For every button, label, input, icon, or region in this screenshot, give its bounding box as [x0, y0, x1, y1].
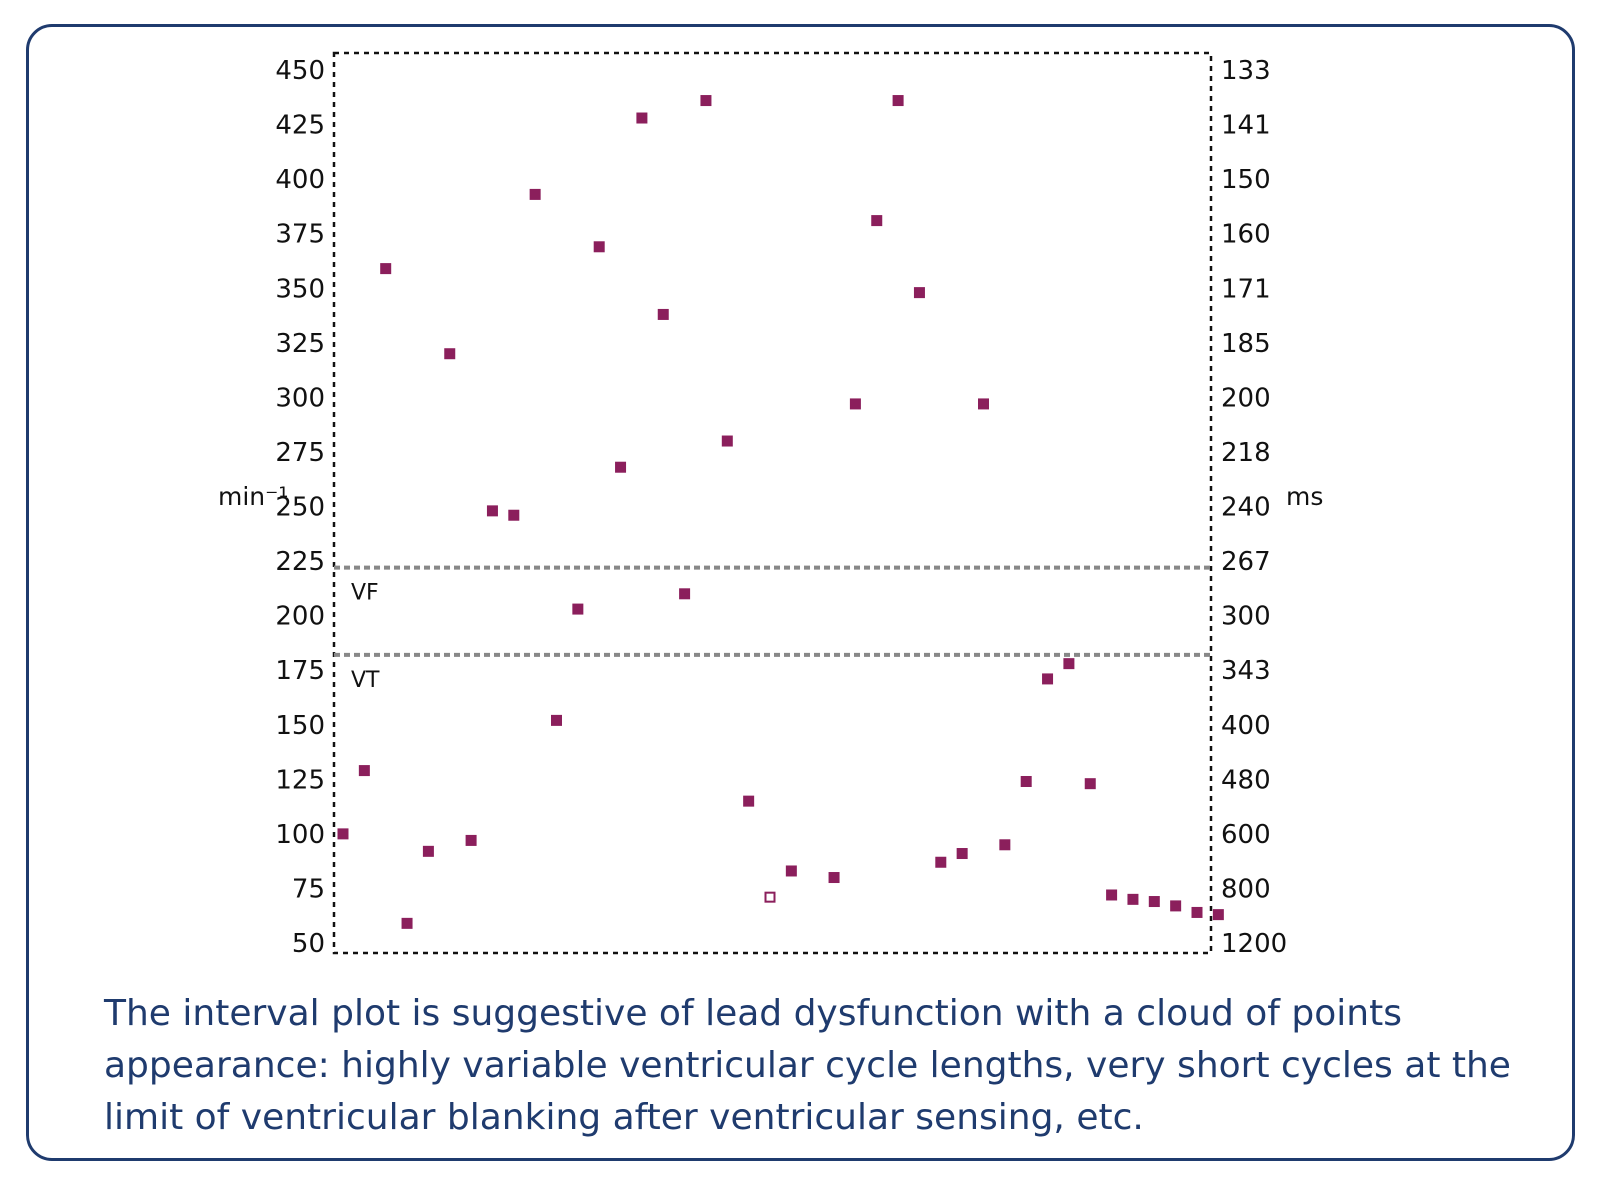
y-tick-label-left: 425 [275, 111, 325, 141]
data-point [529, 188, 541, 200]
y-tick-label-left: 75 [292, 874, 325, 904]
y-tick-label-right: 240 [1221, 493, 1271, 523]
data-point [1020, 775, 1032, 787]
y-axis-label-left: min⁻¹ [218, 482, 288, 511]
data-point [1212, 909, 1224, 921]
data-point [551, 714, 562, 726]
data-point [486, 505, 498, 517]
y-tick-label-right: 400 [1221, 711, 1271, 741]
data-point [508, 509, 520, 521]
y-tick-label-left: 350 [275, 274, 325, 304]
data-point [1127, 893, 1139, 905]
plot-area-border [332, 51, 1213, 955]
y-tick-label-left: 175 [275, 656, 325, 686]
data-point [743, 795, 755, 807]
y-tick-label-left: 275 [275, 438, 325, 468]
y-tick-label-left: 250 [275, 493, 325, 523]
zone-label-vt: VT [351, 668, 380, 693]
y-tick-label-left: 225 [275, 547, 325, 577]
y-tick-label-right: 160 [1221, 220, 1271, 250]
data-point [999, 839, 1011, 851]
data-point [380, 263, 392, 275]
y-tick-label-left: 300 [275, 383, 325, 413]
data-point [1148, 896, 1160, 908]
zone-label-vf: VF [351, 581, 379, 606]
y-axis-label-right: ms [1286, 482, 1323, 511]
data-point [1191, 906, 1203, 918]
y-tick-label-right: 185 [1221, 329, 1271, 359]
data-point [358, 765, 370, 777]
y-tick-label-left: 100 [275, 820, 325, 850]
data-point [401, 917, 413, 929]
figure-caption: The interval plot is suggestive of lead … [104, 993, 1511, 1138]
y-tick-label-right: 267 [1221, 547, 1271, 577]
data-point [1063, 658, 1075, 670]
y-tick-label-left: 450 [275, 56, 325, 86]
data-point [422, 845, 434, 857]
interval-plot-chart: 450 425 400 375 350 325 300 275 250 225 200 175 150 1… [218, 51, 1323, 959]
data-point [700, 95, 712, 107]
y-tick-label-right: 480 [1221, 765, 1271, 795]
y-tick-label-left: 325 [275, 329, 325, 359]
data-point [593, 241, 605, 253]
y-tick-label-left: 200 [275, 602, 325, 632]
y-tick-label-right: 171 [1221, 274, 1271, 304]
y-tick-label-right: 300 [1221, 602, 1271, 632]
y-tick-label-left: 125 [275, 765, 325, 795]
data-point [1084, 778, 1096, 790]
data-point [337, 828, 349, 840]
data-point [1042, 673, 1054, 685]
y-tick-label-right: 141 [1221, 111, 1271, 141]
y-tick-label-right: 600 [1221, 820, 1271, 850]
y-tick-label-right: 200 [1221, 383, 1271, 413]
data-point [636, 112, 648, 124]
data-point [721, 435, 733, 447]
data-point [871, 215, 883, 227]
data-point [935, 856, 947, 868]
y-tick-label-right: 343 [1221, 656, 1271, 686]
y-tick-label-left: 400 [275, 165, 325, 195]
data-point [615, 461, 627, 473]
data-point [892, 95, 904, 107]
data-point [828, 872, 840, 884]
y-tick-label-left: 50 [292, 929, 325, 959]
data-point [679, 588, 691, 600]
data-point [1170, 900, 1182, 912]
data-point [444, 348, 456, 360]
data-point [978, 398, 989, 410]
data-point [572, 603, 584, 615]
y-tick-label-left: 150 [275, 711, 325, 741]
y-tick-label-left: 375 [275, 220, 325, 250]
y-tick-label-right: 1200 [1221, 929, 1287, 959]
y-tick-label-right: 150 [1221, 165, 1271, 195]
y-tick-label-right: 800 [1221, 874, 1271, 904]
data-point [1106, 889, 1118, 901]
y-tick-label-right: 133 [1221, 56, 1271, 86]
data-point [657, 308, 669, 320]
data-point [956, 848, 968, 860]
figure-frame [26, 24, 1575, 1161]
data-point-hollow [764, 891, 776, 903]
data-point [913, 287, 925, 299]
data-point [785, 865, 797, 877]
data-point [849, 398, 861, 410]
y-tick-label-right: 218 [1221, 438, 1271, 468]
data-point [465, 834, 477, 846]
